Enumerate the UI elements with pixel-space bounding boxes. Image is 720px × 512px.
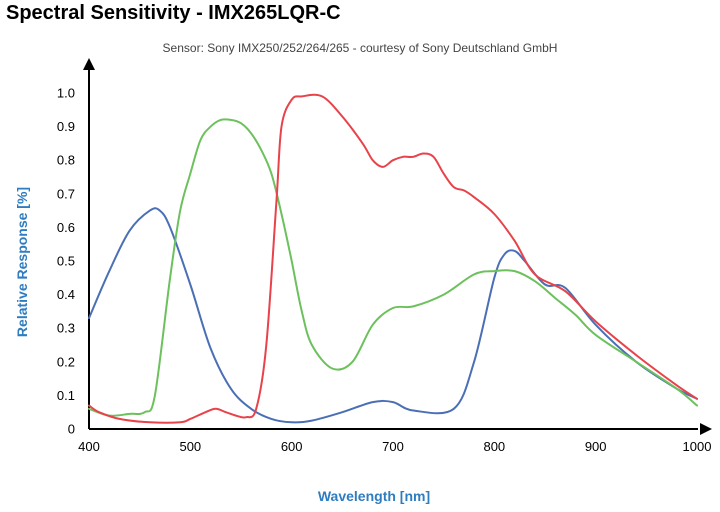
y-tick-label: 1.0 bbox=[57, 86, 75, 101]
y-tick-label: 0.2 bbox=[57, 354, 75, 369]
x-tick-labels: 400 500 600 700 800 900 1000 bbox=[78, 439, 711, 454]
chart-axes bbox=[83, 58, 712, 435]
y-tick-labels: 0 0.1 0.2 0.3 0.4 0.5 0.6 0.7 0.8 0.9 1.0 bbox=[57, 86, 75, 437]
y-axis-arrow bbox=[83, 58, 95, 70]
x-tick-label: 500 bbox=[179, 439, 201, 454]
red-series-line bbox=[88, 93, 698, 424]
y-tick-label: 0.4 bbox=[57, 287, 75, 302]
x-axis-arrow bbox=[700, 423, 712, 435]
y-tick-label: 0 bbox=[68, 422, 75, 437]
y-tick-label: 0.8 bbox=[57, 153, 75, 168]
chart-title: Spectral Sensitivity - IMX265LQR-C bbox=[6, 2, 341, 24]
y-tick-label: 0.7 bbox=[57, 186, 75, 201]
y-axis-title: Relative Response [%] bbox=[14, 187, 30, 337]
y-tick-label: 0.1 bbox=[57, 388, 75, 403]
x-tick-label: 800 bbox=[483, 439, 505, 454]
chart-subtitle: Sensor: Sony IMX250/252/264/265 - courte… bbox=[162, 41, 558, 55]
x-tick-label: 600 bbox=[281, 439, 303, 454]
series-lines bbox=[88, 93, 698, 424]
x-tick-label: 700 bbox=[382, 439, 404, 454]
y-tick-label: 0.9 bbox=[57, 119, 75, 134]
x-tick-label: 1000 bbox=[683, 439, 712, 454]
y-tick-label: 0.6 bbox=[57, 220, 75, 235]
x-tick-label: 900 bbox=[585, 439, 607, 454]
green-series-line bbox=[88, 118, 698, 417]
y-tick-label: 0.3 bbox=[57, 321, 75, 336]
x-tick-label: 400 bbox=[78, 439, 100, 454]
x-axis-title: Wavelength [nm] bbox=[318, 488, 430, 504]
blue-series-line bbox=[88, 207, 698, 424]
y-tick-label: 0.5 bbox=[57, 254, 75, 269]
